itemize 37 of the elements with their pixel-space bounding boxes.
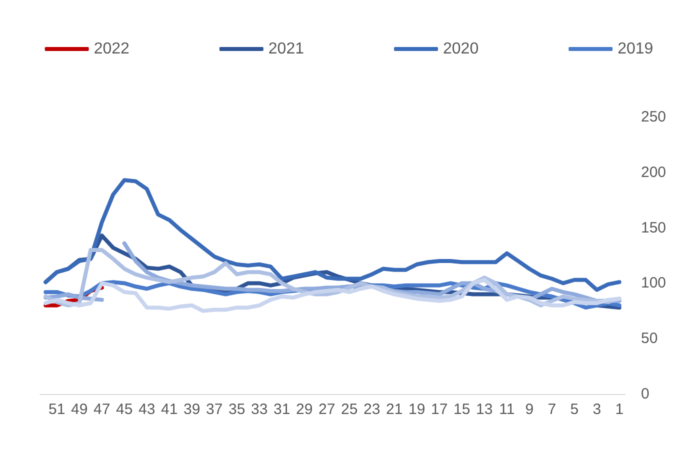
x-tick-label: 23	[364, 401, 380, 418]
x-tick-label: 13	[476, 401, 493, 418]
line-series	[44, 178, 622, 292]
x-tick-label: 33	[251, 401, 268, 418]
y-tick-label: 100	[641, 274, 666, 292]
legend-label: 2021	[268, 40, 304, 58]
x-tick-label: 27	[318, 401, 336, 418]
x-tick-label: 49	[71, 401, 88, 418]
y-tick-label: 250	[641, 108, 666, 126]
y-tick-label: 150	[641, 219, 666, 236]
y-tick-label: 200	[641, 164, 666, 181]
x-tick-label: 25	[341, 401, 358, 418]
legend-label: 2019	[618, 40, 654, 58]
x-tick-label: 19	[408, 401, 426, 418]
x-tick-label: 35	[228, 401, 246, 418]
x-tick-label: 21	[386, 401, 403, 418]
legend-label: 2020	[443, 40, 479, 58]
x-tick-label: 31	[274, 401, 290, 418]
x-tick-label: 41	[161, 401, 178, 418]
y-tick-label: 50	[641, 330, 658, 348]
x-tick-label: 39	[184, 401, 200, 418]
x-tick-label: 3	[592, 401, 602, 418]
x-tick-label: 17	[431, 401, 448, 418]
x-tick-label: 7	[548, 401, 556, 418]
x-tick-label: 47	[94, 401, 110, 418]
y-tick-label: 0	[641, 386, 650, 402]
x-tick-label: 9	[525, 401, 534, 418]
x-tick-label: 51	[48, 401, 66, 418]
x-tick-label: 15	[454, 401, 470, 418]
x-tick-label: 1	[615, 401, 624, 418]
x-tick-label: 5	[570, 401, 579, 418]
x-tick-label: 37	[206, 401, 223, 418]
x-tick-label: 29	[296, 401, 313, 418]
x-tick-label: 11	[499, 401, 515, 418]
legend-label: 2022	[94, 40, 130, 58]
x-tick-label: 45	[116, 401, 133, 418]
x-tick-label: 43	[138, 401, 156, 418]
